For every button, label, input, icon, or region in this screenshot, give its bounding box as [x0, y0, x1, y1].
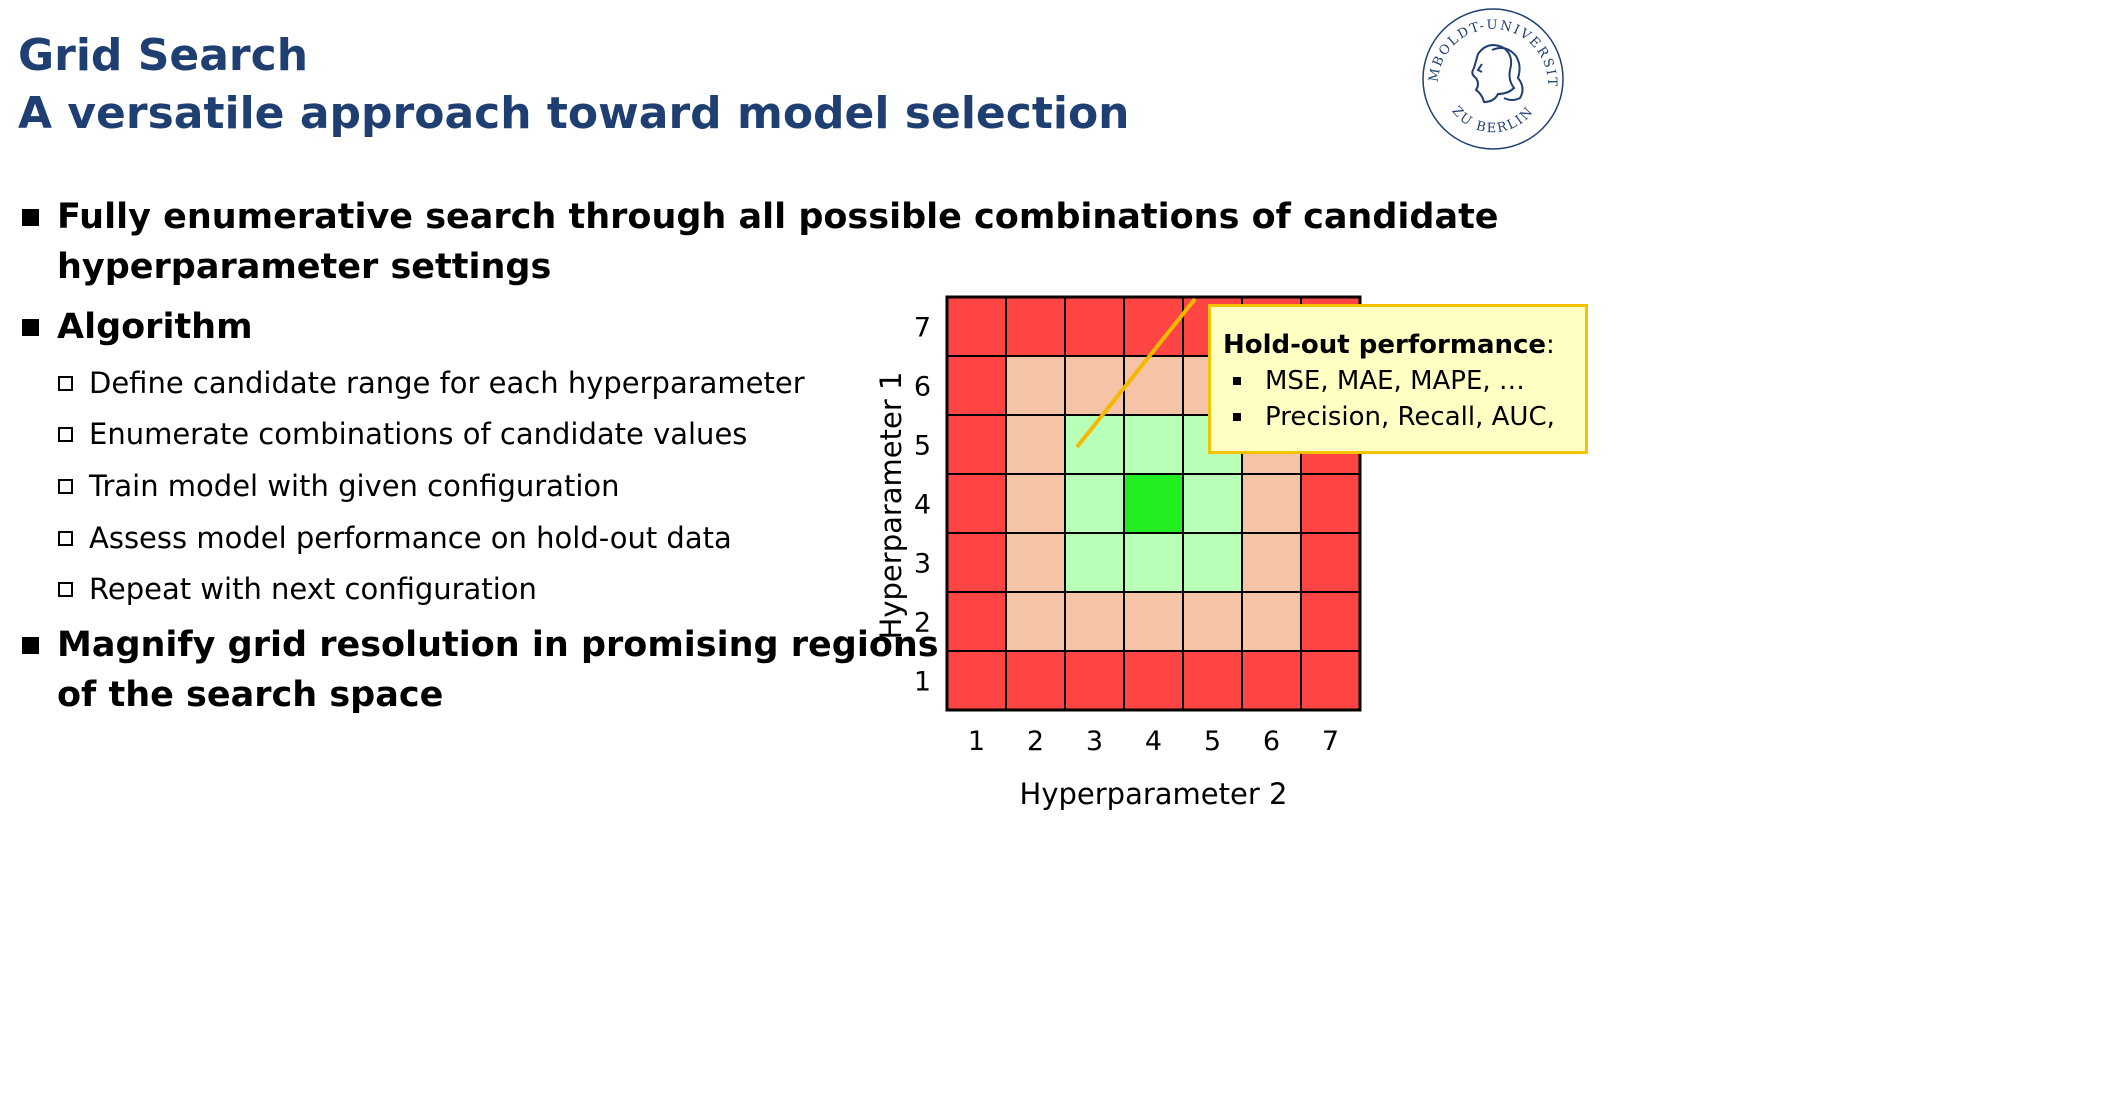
- slide-subtitle: A versatile approach toward model select…: [18, 88, 1130, 139]
- grid-cell: [1064, 650, 1125, 711]
- bullet-enumerative-search: Fully enumerative search through all pos…: [22, 192, 1499, 292]
- grid-cell: [1005, 532, 1066, 593]
- university-seal-logo: HUMBOLDT-UNIVERSITÄT ZU BERLIN: [1418, 4, 1564, 150]
- algorithm-step: Repeat with next configuration: [58, 571, 537, 607]
- bullet-square-icon: [22, 637, 39, 654]
- callout-heading-suffix: :: [1546, 330, 1555, 360]
- bullet-text-line2: of the search space: [57, 675, 444, 715]
- callout-item-text: Precision, Recall, AUC,: [1265, 402, 1555, 432]
- grid-cell: [1064, 355, 1125, 416]
- grid-cell: [1064, 473, 1125, 534]
- y-tick-label: 5: [914, 431, 931, 462]
- grid-cell: [1123, 355, 1184, 416]
- bullet-text-line2: hyperparameter settings: [57, 247, 552, 287]
- y-tick-label: 4: [914, 490, 931, 521]
- grid-cell: [1300, 473, 1361, 534]
- callout-item: Precision, Recall, AUC,: [1223, 399, 1585, 435]
- grid-cell: [1064, 532, 1125, 593]
- grid-cell: [946, 532, 1007, 593]
- grid-cell: [1123, 532, 1184, 593]
- bullet-square-icon: [22, 209, 39, 226]
- bullet-square-icon: [22, 319, 39, 336]
- algorithm-step: Assess model performance on hold-out dat…: [58, 520, 732, 556]
- x-tick-label: 3: [1086, 726, 1103, 757]
- x-axis-label: Hyperparameter 2: [1020, 777, 1288, 811]
- grid-cell: [1241, 473, 1302, 534]
- x-tick-label: 4: [1145, 726, 1162, 757]
- grid-cell: [1064, 591, 1125, 652]
- svg-text:ZU BERLIN: ZU BERLIN: [1449, 104, 1538, 137]
- callout-item-text: MSE, MAE, MAPE, …: [1265, 366, 1525, 396]
- callout-item: MSE, MAE, MAPE, …: [1223, 363, 1585, 399]
- seal-bottom-text: ZU BERLIN: [1449, 104, 1536, 137]
- grid-cell: [946, 591, 1007, 652]
- checkbox-square-icon: [58, 581, 73, 597]
- algorithm-step-text: Define candidate range for each hyperpar…: [89, 366, 805, 400]
- grid-cell: [1005, 296, 1066, 357]
- grid-cell: [1005, 650, 1066, 711]
- grid-cell: [1005, 473, 1066, 534]
- checkbox-square-icon: [58, 530, 73, 546]
- grid-cell: [1182, 473, 1243, 534]
- seal-portrait-icon: [1471, 44, 1524, 104]
- grid-cell: [1182, 532, 1243, 593]
- grid-cell: [1182, 591, 1243, 652]
- grid-cell: [1182, 650, 1243, 711]
- y-tick-label: 1: [914, 667, 931, 698]
- bullet-square-icon: [1233, 377, 1241, 385]
- holdout-performance-callout: Hold-out performance: MSE, MAE, MAPE, … …: [1208, 304, 1588, 454]
- bullet-algorithm: Algorithm: [22, 302, 253, 352]
- algorithm-step-text: Train model with given configuration: [89, 469, 620, 503]
- algorithm-step: Define candidate range for each hyperpar…: [58, 365, 805, 401]
- checkbox-square-icon: [58, 375, 73, 391]
- checkbox-square-icon: [58, 426, 73, 442]
- grid-cell: [946, 414, 1007, 475]
- callout-pointer-line: [1075, 297, 1197, 449]
- algorithm-step: Train model with given configuration: [58, 468, 620, 504]
- algorithm-step-text: Enumerate combinations of candidate valu…: [89, 417, 748, 451]
- grid-cell: [1241, 591, 1302, 652]
- callout-heading: Hold-out performance: [1223, 330, 1547, 360]
- bullet-square-icon: [1233, 413, 1241, 421]
- grid-cell: [1005, 355, 1066, 416]
- grid-cell: [946, 473, 1007, 534]
- grid-cell: [1123, 414, 1184, 475]
- grid-cell: [946, 355, 1007, 416]
- grid-cell: [1064, 296, 1125, 357]
- algorithm-step: Enumerate combinations of candidate valu…: [58, 416, 747, 452]
- grid-border: [945, 295, 1362, 712]
- grid-cell: [1241, 650, 1302, 711]
- grid-cell: [1005, 414, 1066, 475]
- x-tick-label: 5: [1204, 726, 1221, 757]
- grid-cell: [1300, 591, 1361, 652]
- grid-cell: [946, 296, 1007, 357]
- algorithm-step-text: Repeat with next configuration: [89, 572, 537, 606]
- x-tick-label: 1: [968, 726, 985, 757]
- y-tick-label: 6: [914, 372, 931, 403]
- slide-title: Grid Search: [18, 30, 309, 81]
- y-tick-label: 7: [914, 313, 931, 344]
- grid-cell: [1300, 532, 1361, 593]
- x-tick-label: 2: [1027, 726, 1044, 757]
- bullet-text-line1: Algorithm: [57, 307, 253, 347]
- x-tick-label: 6: [1263, 726, 1280, 757]
- grid-cell: [1123, 591, 1184, 652]
- grid-cell: [1300, 650, 1361, 711]
- y-axis-label: Hyperparameter 1: [874, 372, 908, 640]
- grid-cell: [1123, 473, 1184, 534]
- y-tick-label: 3: [914, 549, 931, 580]
- grid-cell: [1123, 650, 1184, 711]
- y-tick-label: 2: [914, 608, 931, 639]
- bullet-text-line1: Magnify grid resolution in promising reg…: [57, 625, 939, 665]
- checkbox-square-icon: [58, 478, 73, 494]
- bullet-magnify-grid: Magnify grid resolution in promising reg…: [22, 620, 939, 720]
- x-tick-label: 7: [1322, 726, 1339, 757]
- grid-cell: [1005, 591, 1066, 652]
- grid-cell: [946, 650, 1007, 711]
- grid-cell: [1241, 532, 1302, 593]
- bullet-text-line1: Fully enumerative search through all pos…: [57, 197, 1499, 237]
- algorithm-step-text: Assess model performance on hold-out dat…: [89, 521, 732, 555]
